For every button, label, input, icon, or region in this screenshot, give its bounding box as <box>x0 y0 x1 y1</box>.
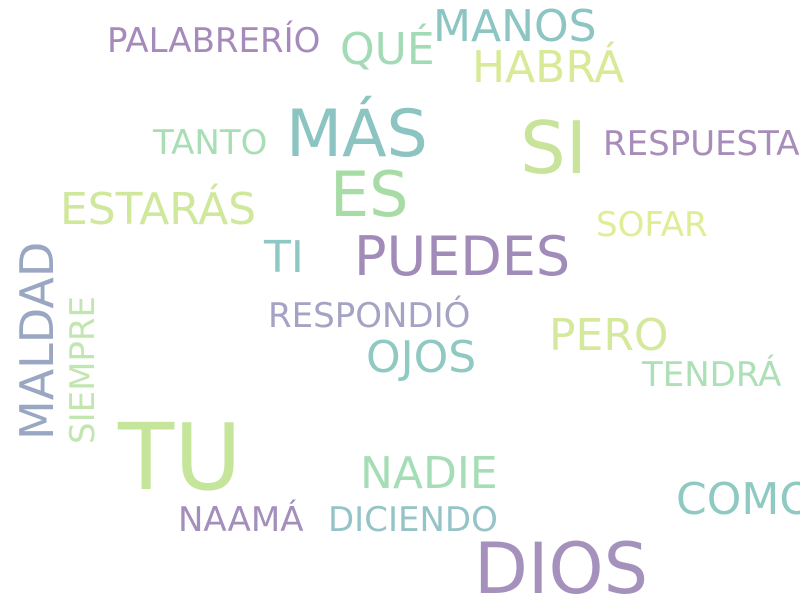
word-que: QUÉ <box>340 24 435 75</box>
word-manos: MANOS <box>433 1 597 52</box>
word-si: SI <box>520 106 587 190</box>
word-puedes: PUEDES <box>354 225 571 288</box>
word-tu: TU <box>118 404 242 511</box>
word-estaras: ESTARÁS <box>60 184 257 235</box>
word-ti: TI <box>264 232 304 283</box>
word-es: ES <box>330 158 409 231</box>
word-ojos: OJOS <box>366 332 477 383</box>
word-tanto: TANTO <box>153 123 268 163</box>
word-maldad: MALDAD <box>10 241 64 440</box>
word-dios: DIOS <box>474 528 649 600</box>
word-nadie: NADIE <box>360 448 498 499</box>
word-mas: MÁS <box>286 97 428 172</box>
word-naama: NAAMÁ <box>178 500 304 540</box>
word-palabrerio: PALABRERÍO <box>107 21 321 61</box>
word-tendra: TENDRÁ <box>642 355 782 395</box>
word-respuesta: RESPUESTA <box>603 124 800 164</box>
word-sofar: SOFAR <box>596 205 708 245</box>
word-siempre: SIEMPRE <box>63 295 103 444</box>
word-pero: PERO <box>549 310 669 361</box>
word-como: COMO <box>676 474 800 525</box>
word-respondio: RESPONDIÓ <box>268 296 471 336</box>
word-diciendo: DICIENDO <box>328 500 498 540</box>
word-habra: HABRÁ <box>472 42 625 93</box>
